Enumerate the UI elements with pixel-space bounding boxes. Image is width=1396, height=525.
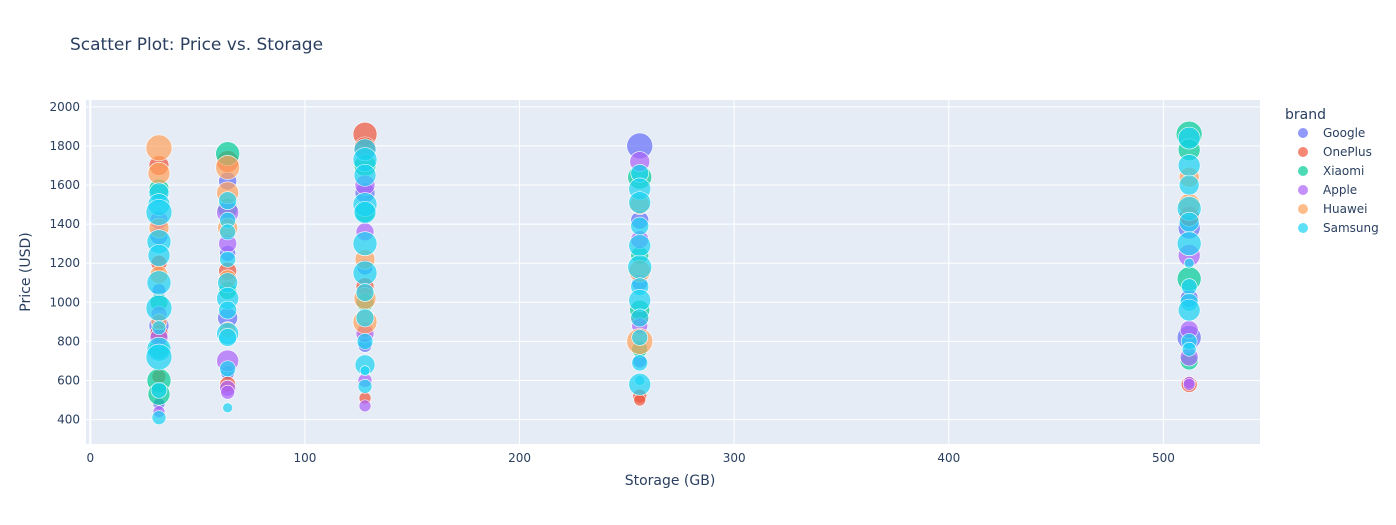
data-point[interactable]	[630, 308, 650, 328]
data-point[interactable]	[147, 244, 171, 267]
legend-marker	[1298, 166, 1308, 176]
y-tick-label: 1800	[49, 139, 80, 153]
legend-title: brand	[1285, 107, 1326, 123]
data-point[interactable]	[1176, 231, 1202, 256]
data-point[interactable]	[1182, 378, 1196, 391]
data-point[interactable]	[359, 365, 371, 377]
data-point[interactable]	[631, 354, 649, 372]
legend-item-apple[interactable]: Apple	[1298, 183, 1357, 197]
x-tick-label: 0	[86, 451, 94, 465]
x-axis-title: Storage (GB)	[625, 473, 716, 489]
data-point[interactable]	[145, 294, 173, 322]
legend-marker	[1298, 147, 1308, 157]
legend: brand Google OnePlus Xiaomi Apple Huawei Sams…	[1285, 107, 1379, 235]
data-point[interactable]	[355, 308, 375, 328]
data-point[interactable]	[218, 300, 237, 320]
data-point[interactable]	[628, 373, 652, 396]
legend-item-samsung[interactable]: Samsung	[1298, 221, 1379, 235]
data-point[interactable]	[628, 289, 652, 312]
data-point[interactable]	[151, 410, 167, 425]
legend-item-huawei[interactable]: Huawei	[1298, 202, 1368, 216]
legend-item-oneplus[interactable]: OnePlus	[1298, 145, 1372, 159]
series-samsung	[145, 126, 1202, 425]
data-point[interactable]	[358, 399, 372, 413]
x-tick-label: 400	[937, 451, 960, 465]
data-point[interactable]	[352, 231, 378, 256]
data-point[interactable]	[1178, 174, 1200, 196]
legend-marker	[1298, 185, 1308, 195]
y-tick-label: 1200	[49, 256, 80, 270]
data-point[interactable]	[150, 381, 168, 399]
data-point[interactable]	[356, 333, 374, 350]
data-point[interactable]	[628, 191, 652, 214]
legend-label: Apple	[1323, 183, 1357, 197]
legend-marker	[1298, 128, 1308, 138]
data-point[interactable]	[355, 283, 375, 302]
data-point[interactable]	[145, 343, 173, 371]
data-point[interactable]	[222, 402, 233, 414]
data-point[interactable]	[1183, 257, 1195, 269]
data-point[interactable]	[147, 161, 171, 185]
y-tick-label: 1000	[49, 295, 80, 309]
y-tick-label: 2000	[49, 100, 80, 114]
data-point[interactable]	[219, 250, 236, 268]
x-tick-label: 500	[1152, 451, 1175, 465]
y-tick-label: 600	[57, 373, 80, 387]
grid-lines	[86, 100, 1260, 444]
data-point[interactable]	[628, 234, 652, 257]
data-point[interactable]	[1181, 341, 1197, 357]
data-point[interactable]	[218, 191, 237, 210]
data-point[interactable]	[633, 393, 647, 407]
data-point[interactable]	[146, 270, 172, 296]
data-point[interactable]	[151, 320, 167, 336]
legend-label: Huawei	[1323, 202, 1368, 216]
y-tick-label: 400	[57, 413, 80, 427]
data-points	[145, 120, 1203, 425]
legend-label: Google	[1323, 126, 1365, 140]
legend-label: Samsung	[1323, 221, 1379, 235]
data-point[interactable]	[353, 201, 377, 224]
legend-label: Xiaomi	[1323, 164, 1364, 178]
legend-label: OnePlus	[1323, 145, 1372, 159]
data-point[interactable]	[1178, 211, 1200, 233]
data-point[interactable]	[357, 379, 373, 394]
x-tick-label: 300	[723, 451, 746, 465]
data-point[interactable]	[1177, 154, 1201, 177]
data-point[interactable]	[352, 260, 378, 286]
legend-item-google[interactable]: Google	[1298, 126, 1365, 140]
legend-item-xiaomi[interactable]: Xiaomi	[1298, 164, 1364, 178]
y-axis-title: Price (USD)	[18, 232, 34, 311]
x-tick-label: 100	[293, 451, 316, 465]
chart-title: Scatter Plot: Price vs. Storage	[70, 35, 323, 55]
y-tick-label: 1600	[49, 178, 80, 192]
data-point[interactable]	[353, 163, 377, 187]
x-tick-label: 200	[508, 451, 531, 465]
data-point[interactable]	[1177, 298, 1201, 322]
legend-marker	[1298, 223, 1308, 233]
legend-marker	[1298, 204, 1308, 214]
data-point[interactable]	[1177, 126, 1201, 150]
data-point[interactable]	[631, 329, 649, 346]
data-point[interactable]	[219, 360, 236, 378]
data-point[interactable]	[627, 254, 653, 280]
y-tick-label: 1400	[49, 217, 80, 231]
plot-area[interactable]	[86, 100, 1260, 444]
data-point[interactable]	[219, 223, 236, 241]
data-point[interactable]	[630, 216, 650, 236]
data-point[interactable]	[1180, 278, 1198, 295]
y-tick-label: 800	[57, 334, 80, 348]
data-point[interactable]	[220, 384, 235, 400]
tick-labels: 0 100 200 300 400 500 400 600 800 1000 1200 1400 160…	[49, 100, 1174, 465]
data-point[interactable]	[145, 199, 173, 226]
data-point[interactable]	[145, 134, 173, 162]
data-point[interactable]	[215, 155, 240, 180]
data-point[interactable]	[218, 328, 237, 347]
